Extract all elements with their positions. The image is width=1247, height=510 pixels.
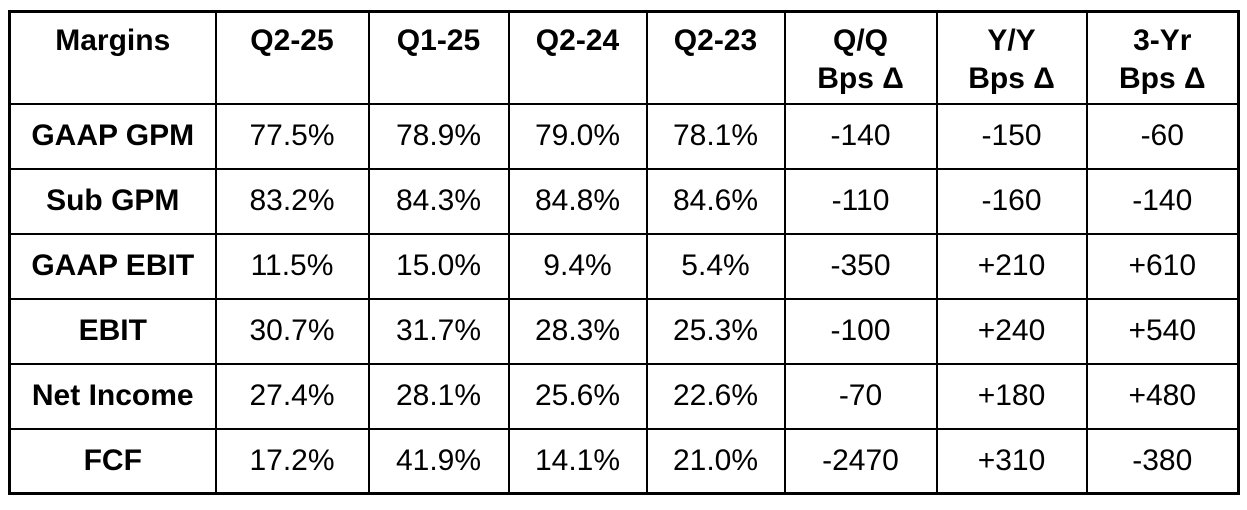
column-header-yy-bps-delta: Y/Y Bps Δ <box>935 10 1088 105</box>
row-label: GAAP EBIT <box>8 232 217 300</box>
cell-value: -140 <box>783 102 938 170</box>
column-header-sublabel: Bps Δ <box>968 62 1055 95</box>
cell-value: 30.7% <box>214 297 370 365</box>
cell-value: 78.1% <box>645 102 786 170</box>
cell-value: +210 <box>935 232 1088 300</box>
cell-value: -140 <box>1085 167 1240 235</box>
column-header-label: Q2-24 <box>535 24 620 57</box>
cell-value: 21.0% <box>645 427 786 495</box>
cell-value: 25.3% <box>645 297 786 365</box>
cell-value: +540 <box>1085 297 1240 365</box>
cell-value: 41.9% <box>367 427 510 495</box>
column-header-margins: Margins <box>8 10 217 105</box>
cell-value: 17.2% <box>214 427 370 495</box>
cell-value: +240 <box>935 297 1088 365</box>
cell-value: 84.6% <box>645 167 786 235</box>
cell-value: -110 <box>783 167 938 235</box>
cell-value: 31.7% <box>367 297 510 365</box>
cell-value: -380 <box>1085 427 1240 495</box>
cell-value: 11.5% <box>214 232 370 300</box>
row-label: GAAP GPM <box>8 102 217 170</box>
cell-value: 15.0% <box>367 232 510 300</box>
column-header-label: Q2-25 <box>250 24 334 57</box>
column-header-3yr-bps-delta: 3-Yr Bps Δ <box>1085 10 1240 105</box>
table-row: GAAP GPM 77.5% 78.9% 79.0% 78.1% -140 -150 -60 <box>8 102 1240 170</box>
cell-value: 78.9% <box>367 102 510 170</box>
column-header-q1-25: Q1-25 <box>367 10 510 105</box>
row-label: FCF <box>8 427 217 495</box>
cell-value: -60 <box>1085 102 1240 170</box>
cell-value: +480 <box>1085 362 1240 430</box>
row-label: Net Income <box>8 362 217 430</box>
cell-value: 84.8% <box>507 167 648 235</box>
margins-table-container: Margins Q2-25 Q1-25 Q2-24 Q2-23 Q/Q Bps … <box>8 10 1240 495</box>
cell-value: +180 <box>935 362 1088 430</box>
header-row: Margins Q2-25 Q1-25 Q2-24 Q2-23 Q/Q Bps … <box>8 10 1240 105</box>
cell-value: 27.4% <box>214 362 370 430</box>
row-label: EBIT <box>8 297 217 365</box>
cell-value: -100 <box>783 297 938 365</box>
table-row: GAAP EBIT 11.5% 15.0% 9.4% 5.4% -350 +210 +610 <box>8 232 1240 300</box>
cell-value: +310 <box>935 427 1088 495</box>
margins-table: Margins Q2-25 Q1-25 Q2-24 Q2-23 Q/Q Bps … <box>8 10 1240 495</box>
column-header-label: 3-Yr <box>1133 24 1192 57</box>
column-header-q2-25: Q2-25 <box>214 10 370 105</box>
cell-value: 79.0% <box>507 102 648 170</box>
cell-value: -2470 <box>783 427 938 495</box>
column-header-label: Margins <box>55 24 171 57</box>
table-row: EBIT 30.7% 31.7% 28.3% 25.3% -100 +240 +540 <box>8 297 1240 365</box>
table-row: Sub GPM 83.2% 84.3% 84.8% 84.6% -110 -160 -140 <box>8 167 1240 235</box>
cell-value: -160 <box>935 167 1088 235</box>
table-row: Net Income 27.4% 28.1% 25.6% 22.6% -70 +180 +48… <box>8 362 1240 430</box>
column-header-q2-23: Q2-23 <box>645 10 786 105</box>
cell-value: 28.3% <box>507 297 648 365</box>
cell-value: -70 <box>783 362 938 430</box>
cell-value: 5.4% <box>645 232 786 300</box>
row-label: Sub GPM <box>8 167 217 235</box>
cell-value: 25.6% <box>507 362 648 430</box>
column-header-sublabel: Bps Δ <box>817 62 904 95</box>
cell-value: 83.2% <box>214 167 370 235</box>
column-header-label: Y/Y <box>987 24 1036 57</box>
column-header-label: Q2-23 <box>673 24 758 57</box>
cell-value: -350 <box>783 232 938 300</box>
column-header-qq-bps-delta: Q/Q Bps Δ <box>783 10 938 105</box>
cell-value: 22.6% <box>645 362 786 430</box>
column-header-sublabel: Bps Δ <box>1118 62 1206 95</box>
cell-value: 9.4% <box>507 232 648 300</box>
cell-value: 84.3% <box>367 167 510 235</box>
cell-value: 77.5% <box>214 102 370 170</box>
cell-value: +610 <box>1085 232 1240 300</box>
table-row: FCF 17.2% 41.9% 14.1% 21.0% -2470 +310 -380 <box>8 427 1240 495</box>
cell-value: 14.1% <box>507 427 648 495</box>
column-header-q2-24: Q2-24 <box>507 10 648 105</box>
column-header-label: Q/Q <box>832 24 888 57</box>
column-header-label: Q1-25 <box>396 24 481 57</box>
cell-value: -150 <box>935 102 1088 170</box>
cell-value: 28.1% <box>367 362 510 430</box>
